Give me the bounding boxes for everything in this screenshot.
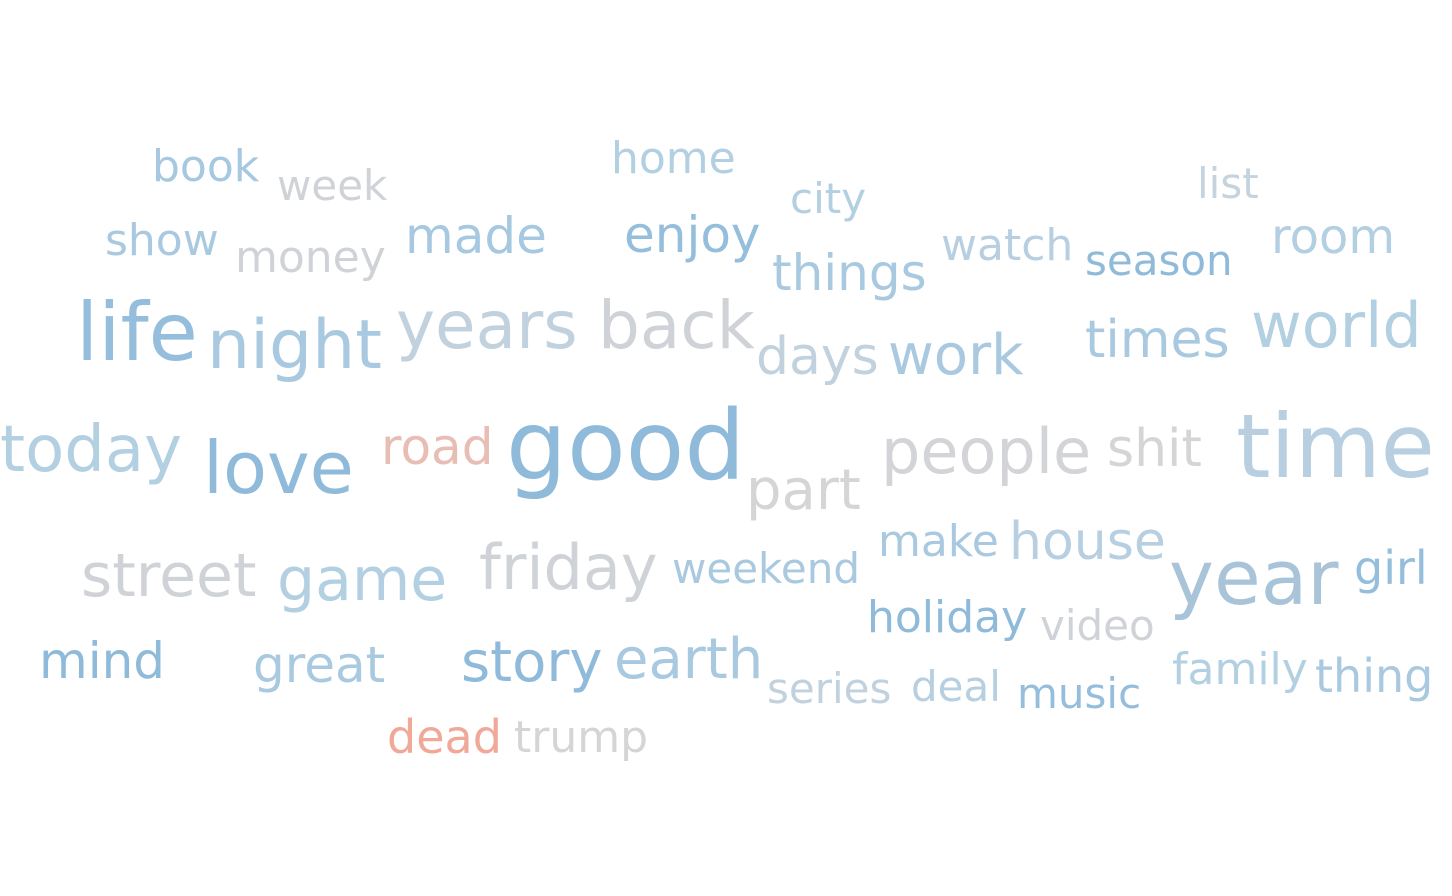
- word-weekend: weekend: [672, 544, 860, 593]
- word-street: street: [81, 541, 257, 611]
- word-world: world: [1251, 289, 1422, 362]
- word-back: back: [598, 287, 755, 364]
- word-today: today: [0, 413, 182, 487]
- word-series: series: [767, 664, 892, 713]
- word-make: make: [878, 516, 999, 567]
- word-friday: friday: [479, 531, 658, 604]
- word-video: video: [1040, 601, 1155, 650]
- word-times: times: [1085, 310, 1230, 370]
- word-good: good: [506, 390, 746, 502]
- word-trump: trump: [514, 712, 649, 763]
- word-part: part: [746, 458, 861, 523]
- word-deal: deal: [911, 662, 1001, 711]
- word-shit: shit: [1107, 419, 1202, 479]
- word-girl: girl: [1354, 541, 1428, 595]
- word-enjoy: enjoy: [624, 206, 761, 264]
- word-music: music: [1017, 669, 1142, 718]
- word-list: list: [1197, 159, 1259, 208]
- word-love: love: [203, 426, 354, 510]
- word-earth: earth: [614, 627, 764, 692]
- word-week: week: [277, 161, 388, 210]
- word-home: home: [611, 133, 736, 184]
- word-dead: dead: [387, 710, 502, 764]
- word-people: people: [881, 415, 1092, 488]
- word-work: work: [888, 323, 1024, 388]
- word-night: night: [207, 306, 382, 385]
- word-season: season: [1085, 236, 1233, 285]
- word-time: time: [1236, 395, 1435, 498]
- word-things: things: [772, 244, 927, 302]
- word-family: family: [1172, 644, 1308, 695]
- word-story: story: [461, 630, 603, 695]
- word-great: great: [253, 636, 386, 694]
- word-days: days: [756, 327, 879, 387]
- word-year: year: [1169, 533, 1339, 622]
- word-watch: watch: [941, 220, 1074, 271]
- word-mind: mind: [39, 632, 166, 690]
- word-years: years: [396, 287, 578, 364]
- word-made: made: [405, 207, 547, 265]
- word-show: show: [105, 215, 219, 266]
- word-life: life: [76, 286, 198, 379]
- word-house: house: [1009, 512, 1166, 572]
- word-game: game: [277, 545, 448, 615]
- word-city: city: [790, 174, 867, 223]
- word-money: money: [235, 232, 386, 283]
- word-road: road: [381, 418, 494, 476]
- word-room: room: [1271, 209, 1396, 265]
- word-thing: thing: [1315, 649, 1434, 703]
- word-holiday: holiday: [867, 592, 1028, 643]
- word-book: book: [152, 141, 260, 192]
